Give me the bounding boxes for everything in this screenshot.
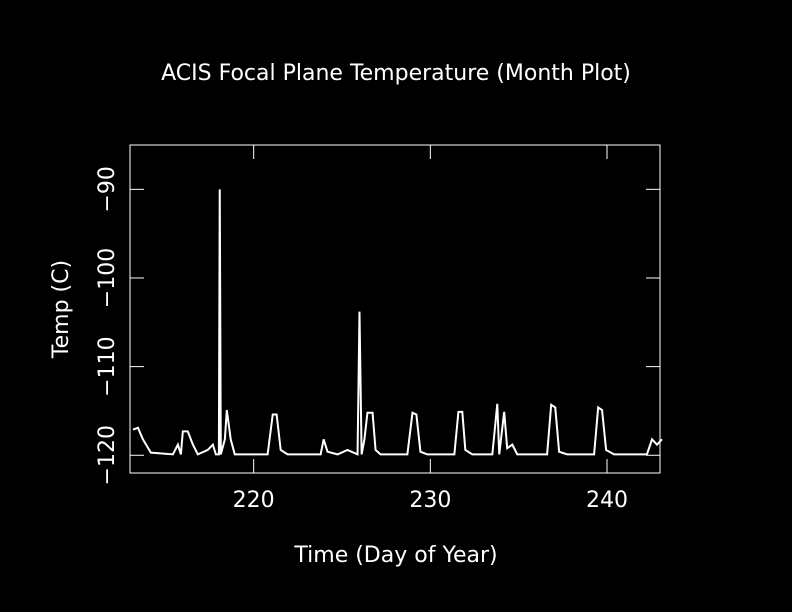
y-tick-label: −110 [95,336,120,396]
x-tick-label: 230 [409,488,451,513]
x-axis-label: Time (Day of Year) [293,543,497,568]
y-tick-label: −90 [95,166,120,212]
plot-frame [129,144,661,474]
y-tick-label: −120 [95,425,120,485]
data-line [132,189,663,456]
chart-title: ACIS Focal Plane Temperature (Month Plot… [161,61,631,86]
x-tick-label: 220 [233,488,275,513]
y-axis-label: Temp (C) [49,260,74,359]
y-tick-label: −100 [95,248,120,308]
x-tick-label: 240 [586,488,628,513]
